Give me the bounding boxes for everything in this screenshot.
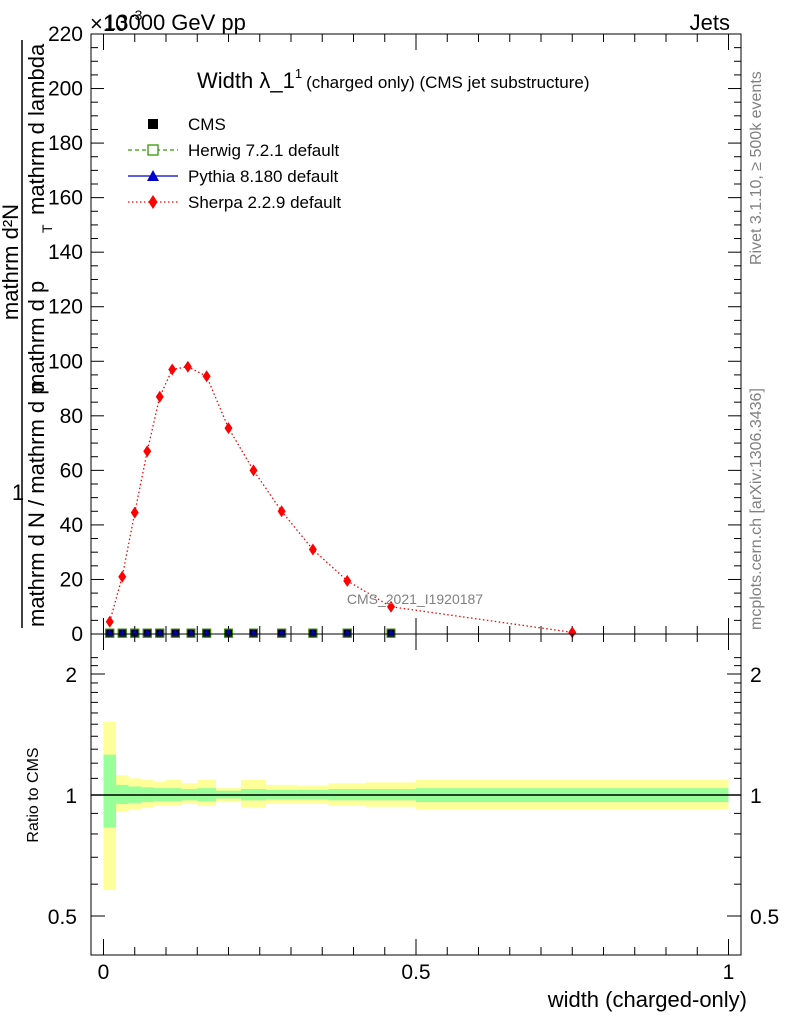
sherpa-point	[308, 543, 317, 556]
ratio-y-tick-label: 0.5	[48, 906, 77, 929]
sherpa-point	[143, 445, 152, 458]
y-tick-label: 20	[60, 568, 83, 591]
y-tick-label: 40	[60, 514, 83, 537]
y-label-mid: mathrm d p	[24, 281, 49, 392]
sherpa-point	[224, 422, 233, 435]
category-label: Jets	[690, 10, 730, 35]
main-panel: 0 20 40 60 80 100 120 140 160 180 200 220	[48, 23, 742, 646]
y-label-sub: T	[39, 224, 55, 233]
exponent-power: -3	[130, 7, 143, 23]
legend-marker-sherpa	[148, 195, 158, 209]
sherpa-point	[343, 574, 352, 587]
ratio-y-tick-label-right: 0.5	[750, 906, 779, 929]
y-tick-label: 200	[48, 78, 83, 101]
chart-title: Width λ_11 (charged only) (CMS jet substr…	[197, 66, 590, 93]
sherpa-point	[183, 360, 192, 373]
y-tick-label: 60	[60, 459, 83, 482]
sherpa-point	[105, 615, 114, 628]
x-tick-label: 1	[723, 961, 735, 984]
legend-marker-herwig	[147, 144, 159, 156]
sherpa-point	[118, 570, 127, 583]
x-tick-label: 0	[98, 961, 110, 984]
y-tick-label: 100	[48, 350, 83, 373]
y-tick-label: 0	[71, 623, 83, 646]
y-tick-label: 220	[48, 23, 83, 46]
y-tick-label: 120	[48, 296, 83, 319]
main-y-axis-label: 1 mathrm d²N mathrm d N / mathrm d p mat…	[0, 40, 55, 628]
ratio-y-tick-label-right: 2	[750, 664, 762, 687]
sherpa-point	[155, 390, 164, 403]
y-tick-label: 160	[48, 187, 83, 210]
sherpa-point	[277, 505, 286, 518]
ratio-y-tick-label: 1	[65, 785, 77, 808]
y-label-tail: mathrm d lambda	[24, 43, 49, 215]
legend-marker-cms	[148, 119, 158, 129]
y-label-top: 1	[12, 480, 24, 505]
ratio-stat-band	[103, 754, 116, 828]
x-axis-label: width (charged-only)	[547, 987, 747, 1012]
sherpa-line	[109, 366, 573, 634]
sherpa-point	[202, 370, 211, 383]
y-label-den: mathrm d N / mathrm d p	[24, 382, 49, 627]
sherpa-point	[568, 626, 577, 639]
ratio-y-tick-label: 2	[65, 664, 77, 687]
ratio-panel: 0 0.5 1 0.5 0.5 1 1 2 2	[48, 633, 779, 984]
ratio-y-label: Ratio to CMS	[25, 747, 42, 842]
sherpa-point	[168, 363, 177, 376]
sherpa-point	[387, 600, 395, 613]
energy-label: 13000 GeV pp	[104, 10, 246, 35]
y-tick-label: 140	[48, 241, 83, 264]
y-tick-label: 180	[48, 132, 83, 155]
legend-entry-label: Herwig 7.2.1 default	[188, 141, 339, 160]
ratio-y-tick-label-right: 1	[750, 785, 762, 808]
legend-entry-label: CMS	[188, 115, 226, 134]
legend-entry-label: Pythia 8.180 default	[188, 167, 339, 186]
y-label-num: mathrm d²N	[0, 204, 23, 320]
y-tick-label: 80	[60, 405, 83, 428]
sherpa-point	[130, 506, 139, 519]
rivet-label: Rivet 3.1.10, ≥ 500k events	[748, 71, 765, 265]
legend: CMS Herwig 7.2.1 default Pythia 8.180 defa…	[128, 115, 341, 212]
legend-marker-pythia	[147, 170, 159, 181]
sherpa-point	[249, 464, 258, 477]
exponent-label: ×10	[90, 11, 127, 36]
watermark: CMS_2021_I1920187	[347, 591, 483, 607]
x-tick-label: 0.5	[401, 961, 430, 984]
legend-entry-label: Sherpa 2.2.9 default	[188, 193, 341, 212]
source-label: mcplots.cern.ch [arXiv:1306.3436]	[748, 388, 765, 630]
